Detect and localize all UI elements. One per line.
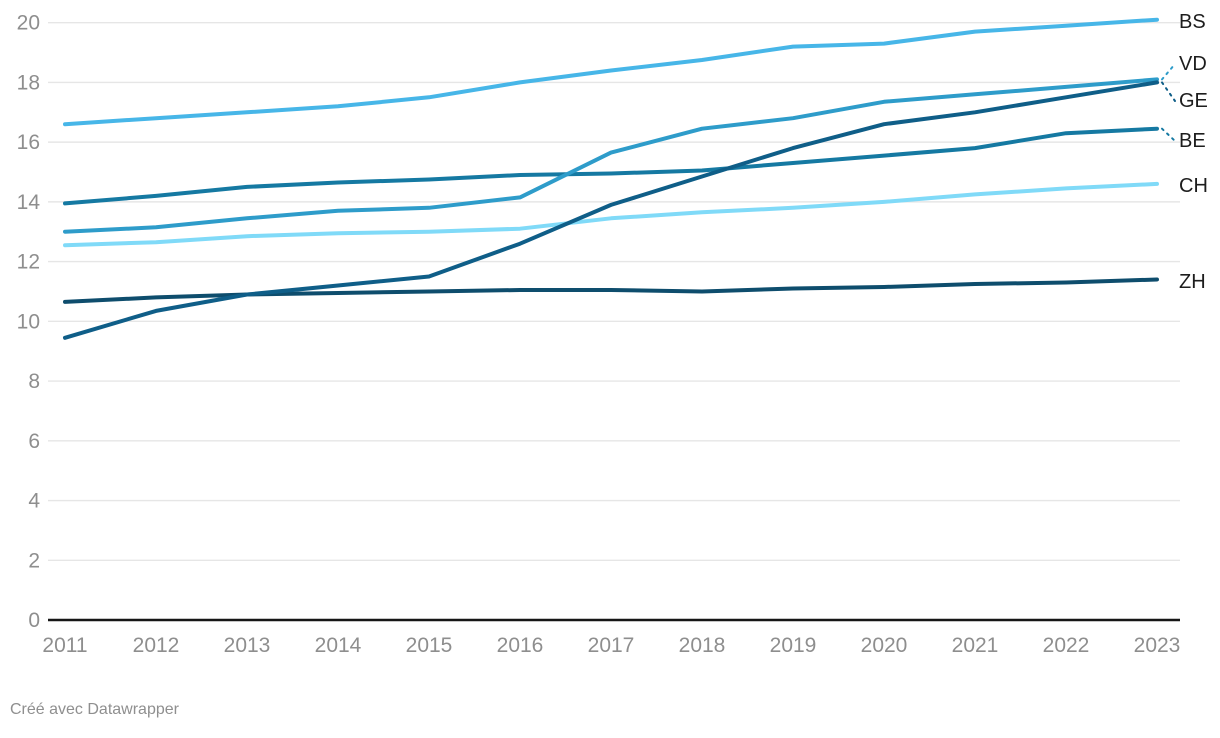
y-tick-label: 10 <box>17 310 40 333</box>
series-label-be: BE <box>1179 130 1206 152</box>
series-label-zh: ZH <box>1179 271 1206 293</box>
label-leader-ge <box>1161 81 1176 102</box>
label-leader-be <box>1161 127 1176 142</box>
label-leader-vd <box>1161 63 1176 81</box>
y-tick-label: 18 <box>17 71 40 94</box>
y-tick-label: 0 <box>28 609 40 632</box>
x-tick-label: 2014 <box>315 634 362 657</box>
x-tick-label: 2020 <box>861 634 908 657</box>
series-line-ge[interactable] <box>63 80 1159 340</box>
y-tick-label: 16 <box>17 131 40 154</box>
x-tick-label: 2012 <box>133 634 180 657</box>
y-tick-label: 20 <box>17 12 40 35</box>
x-tick-label: 2018 <box>679 634 726 657</box>
x-tick-label: 2023 <box>1134 634 1181 657</box>
x-tick-label: 2017 <box>588 634 635 657</box>
y-tick-label: 4 <box>28 490 40 513</box>
series-label-ge: GE <box>1179 90 1208 112</box>
y-tick-label: 2 <box>28 549 40 572</box>
x-tick-label: 2013 <box>224 634 271 657</box>
datawrapper-credit: Créé avec Datawrapper <box>10 701 179 718</box>
series-label-bs: BS <box>1179 11 1206 33</box>
series-line-bs[interactable] <box>63 17 1159 127</box>
y-tick-label: 12 <box>17 251 40 274</box>
series-line-ch[interactable] <box>63 181 1159 248</box>
series-label-vd: VD <box>1179 53 1207 75</box>
y-tick-label: 8 <box>28 370 40 393</box>
x-tick-label: 2016 <box>497 634 544 657</box>
series-label-ch: CH <box>1179 175 1208 197</box>
series-line-vd[interactable] <box>63 77 1159 234</box>
x-tick-label: 2011 <box>42 634 87 657</box>
x-tick-label: 2021 <box>952 634 999 657</box>
x-tick-label: 2019 <box>770 634 817 657</box>
y-tick-label: 14 <box>17 191 41 214</box>
series-line-be[interactable] <box>63 126 1159 206</box>
y-tick-label: 6 <box>28 430 40 453</box>
x-tick-label: 2015 <box>406 634 453 657</box>
x-tick-label: 2022 <box>1043 634 1090 657</box>
line-chart: 0 2 4 6 8 10 12 14 16 18 20 2011 2012 2013 2014 2015 201… <box>17 12 1181 657</box>
